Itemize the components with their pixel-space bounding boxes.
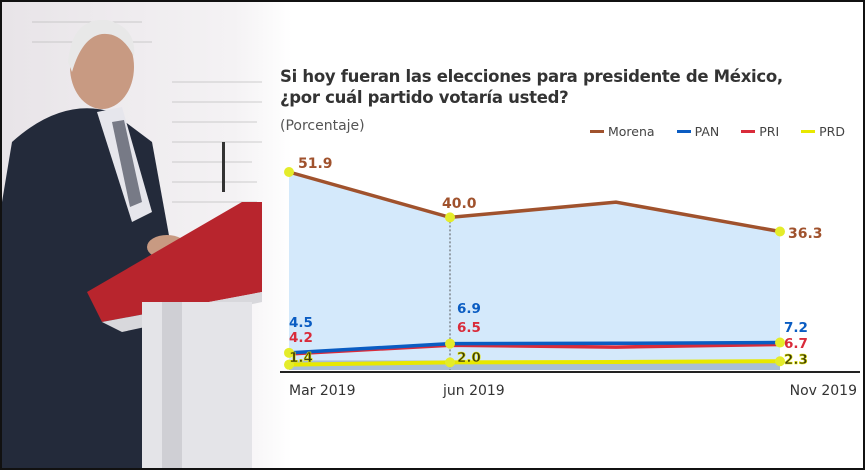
- data-point-marker: [284, 347, 294, 358]
- data-point-marker: [775, 356, 785, 367]
- data-label-pri: 6.5: [457, 320, 481, 336]
- data-point-marker: [445, 357, 455, 368]
- data-label-pan: 7.2: [784, 320, 808, 336]
- chart-legend: Morena PAN PRI PRD: [590, 124, 845, 139]
- chart-title: Si hoy fueran las elecciones para presid…: [280, 66, 783, 108]
- data-point-marker: [284, 167, 294, 177]
- morena-area: [289, 172, 780, 370]
- data-point-marker: [445, 212, 455, 223]
- data-label-pan: 6.9: [457, 301, 481, 317]
- data-label-morena: 51.9: [298, 156, 333, 172]
- legend-swatch: [590, 130, 604, 133]
- x-tick-label: Nov 2019: [790, 383, 857, 399]
- data-point-marker: [775, 337, 785, 348]
- series-line-pan: [288, 340, 781, 355]
- legend-label: PRD: [819, 124, 845, 139]
- data-label-prd: 2.0: [457, 350, 481, 366]
- legend-swatch: [801, 130, 816, 133]
- legend-label: PAN: [694, 124, 720, 139]
- legend-label: PRI: [759, 124, 780, 139]
- prd-area: [289, 360, 780, 370]
- legend-item: PRI: [741, 124, 779, 139]
- legend-item: PAN: [676, 124, 720, 139]
- data-label-prd: 2.3: [784, 352, 808, 368]
- data-point-marker: [284, 359, 294, 370]
- press-conference-photo: [2, 2, 292, 468]
- chart-subtitle: (Porcentaje): [280, 118, 365, 134]
- data-label-pri: 6.7: [784, 336, 808, 352]
- data-point-marker: [445, 338, 455, 349]
- legend-swatch: [741, 130, 756, 133]
- data-label-morena: 36.3: [788, 226, 823, 242]
- x-tick-label: jun 2019: [442, 383, 505, 399]
- legend-swatch: [676, 130, 691, 133]
- data-point-marker: [775, 226, 785, 237]
- data-label-morena: 40.0: [442, 196, 477, 212]
- data-label-pan: 4.5: [289, 315, 313, 331]
- chart-title-line1: Si hoy fueran las elecciones para presid…: [280, 67, 783, 86]
- data-label-prd: 1.4: [289, 350, 313, 366]
- legend-label: Morena: [608, 124, 655, 139]
- chart-title-line2: ¿por cuál partido votaría usted?: [280, 88, 569, 107]
- x-tick-label: Mar 2019: [289, 383, 356, 399]
- data-label-pri: 4.2: [289, 330, 313, 346]
- series-line-prd: [288, 359, 781, 367]
- series-line-morena: [288, 170, 781, 234]
- legend-item: PRD: [801, 124, 845, 139]
- legend-item: Morena: [590, 124, 655, 139]
